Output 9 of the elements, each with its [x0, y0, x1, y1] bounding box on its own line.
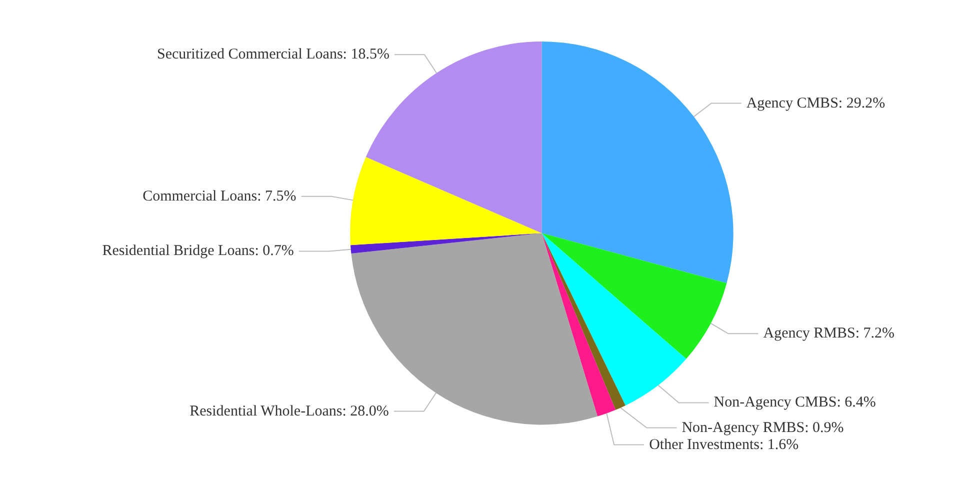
slice-label: Residential Bridge Loans: 0.7% — [102, 243, 294, 260]
slice-label: Commercial Loans: 7.5% — [142, 188, 296, 204]
slice-label: Non-Agency CMBS: 6.4% — [714, 394, 876, 411]
slice-label: Residential Whole-Loans: 28.0% — [190, 403, 389, 420]
slice-label: Non-Agency RMBS: 0.9% — [682, 420, 844, 436]
slice-label: Other Investments: 1.6% — [649, 436, 799, 453]
slice-label: Agency RMBS: 7.2% — [763, 326, 894, 342]
slice-label: Securitized Commercial Loans: 18.5% — [157, 46, 390, 63]
slice-label: Agency CMBS: 29.2% — [746, 95, 886, 112]
